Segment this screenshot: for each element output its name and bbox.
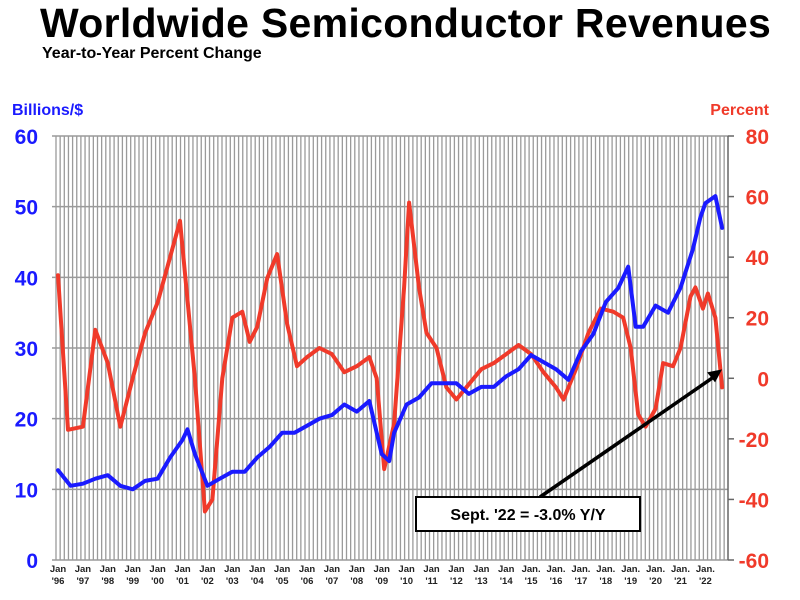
right-tick-label: 40 [746, 247, 769, 270]
x-tick-label-year: '06 [301, 576, 314, 587]
x-tick-label-year: '98 [101, 576, 114, 587]
x-tick-label-year: '14 [500, 576, 514, 587]
series-lines [56, 194, 725, 514]
left-tick-label: 30 [15, 338, 38, 361]
x-tick-label-year: '99 [126, 576, 139, 587]
x-tick-label-year: '02 [201, 576, 214, 587]
x-tick-label-month: Jan [149, 564, 166, 575]
x-tick-label-month: Jan [299, 564, 316, 575]
right-tick-label: 20 [746, 308, 769, 331]
x-tick-label-month: Jan [50, 564, 67, 575]
left-tick-label: 0 [26, 550, 38, 573]
x-tick-label-month: Jan [498, 564, 515, 575]
x-tick-label-month: Jan. [596, 564, 615, 575]
x-tick-label-month: Jan [249, 564, 266, 575]
x-tick-label-year: '03 [226, 576, 239, 587]
x-tick-label-month: Jan [423, 564, 440, 575]
x-tick-label-month: Jan. [671, 564, 690, 575]
right-axis-label: Percent [710, 102, 769, 119]
x-tick-label-month: Jan [75, 564, 92, 575]
x-tick-label-year: '13 [475, 576, 488, 587]
x-tick-label-year: '16 [550, 576, 563, 587]
x-tick-label-year: '17 [574, 576, 587, 587]
x-tick-label-month: Jan. [522, 564, 541, 575]
x-tick-label-year: '11 [425, 576, 438, 587]
x-tick-label-year: '96 [52, 576, 65, 587]
chart-title: Worldwide Semiconductor Revenues [40, 0, 772, 46]
x-tick-label-month: Jan. [696, 564, 715, 575]
x-tick-label-year: '20 [649, 576, 662, 587]
x-tick-label-month: Jan. [646, 564, 665, 575]
x-tick-label-year: '05 [276, 576, 290, 587]
x-tick-label-month: Jan [100, 564, 117, 575]
x-tick-label-year: '09 [375, 576, 388, 587]
left-tick-label: 10 [15, 479, 38, 502]
right-tick-label: 80 [746, 126, 769, 149]
grid [52, 135, 728, 561]
x-tick-label-month: Jan [374, 564, 391, 575]
left-tick-label: 20 [15, 409, 38, 432]
x-tick-label-year: '10 [400, 576, 413, 587]
left-tick-label: 50 [15, 197, 38, 220]
left-tick-label: 40 [15, 267, 38, 290]
x-tick-label-year: '19 [624, 576, 637, 587]
x-tick-label-year: '12 [450, 576, 463, 587]
x-tick-label-month: Jan. [571, 564, 590, 575]
x-tick-label-year: '97 [76, 576, 89, 587]
percent-change-line [56, 200, 725, 514]
left-tick-label: 60 [15, 126, 38, 149]
right-tick-label: -20 [739, 429, 769, 452]
x-tick-label-year: '07 [325, 576, 338, 587]
x-tick-label-month: Jan. [546, 564, 565, 575]
x-tick-label-month: Jan [349, 564, 366, 575]
arrow-head-icon [707, 369, 723, 383]
right-tick-label: 0 [757, 368, 769, 391]
right-tick-label: 60 [746, 187, 769, 210]
x-tick-label-month: Jan [398, 564, 415, 575]
x-tick-label-year: '15 [525, 576, 539, 587]
right-tick-label: -40 [739, 489, 769, 512]
x-tick-label-month: Jan [199, 564, 216, 575]
x-tick-label-month: Jan. [621, 564, 640, 575]
x-tick-label-year: '22 [699, 576, 712, 587]
right-tick-label: -60 [739, 550, 769, 573]
x-tick-label-month: Jan [174, 564, 191, 575]
x-tick-label-year: '00 [151, 576, 164, 587]
chart-subtitle: Year-to-Year Percent Change [42, 45, 262, 62]
annotation-arrow [539, 373, 718, 499]
x-tick-label-month: Jan [224, 564, 241, 575]
annotation: Sept. '22 = -3.0% Y/Y [415, 369, 723, 532]
annotation-box [415, 496, 641, 532]
axes: 0 10 20 30 40 50 60 -60 -40 -20 0 20 40 60 80 Billions/… [12, 102, 770, 587]
x-tick-label-month: Jan [324, 564, 341, 575]
x-tick-label-year: '04 [251, 576, 265, 587]
annotation-text: Sept. '22 = -3.0% Y/Y [450, 507, 605, 524]
x-tick-label-month: Jan [274, 564, 291, 575]
revenue-line [56, 194, 725, 492]
x-tick-label-year: '01 [176, 576, 190, 587]
x-tick-label-year: '08 [350, 576, 363, 587]
left-axis-label: Billions/$ [12, 102, 83, 119]
x-tick-label-month: Jan [125, 564, 142, 575]
x-tick-label-year: '21 [674, 576, 688, 587]
x-tick-label-year: '18 [599, 576, 612, 587]
x-tick-label-month: Jan [473, 564, 490, 575]
x-tick-label-month: Jan [448, 564, 465, 575]
